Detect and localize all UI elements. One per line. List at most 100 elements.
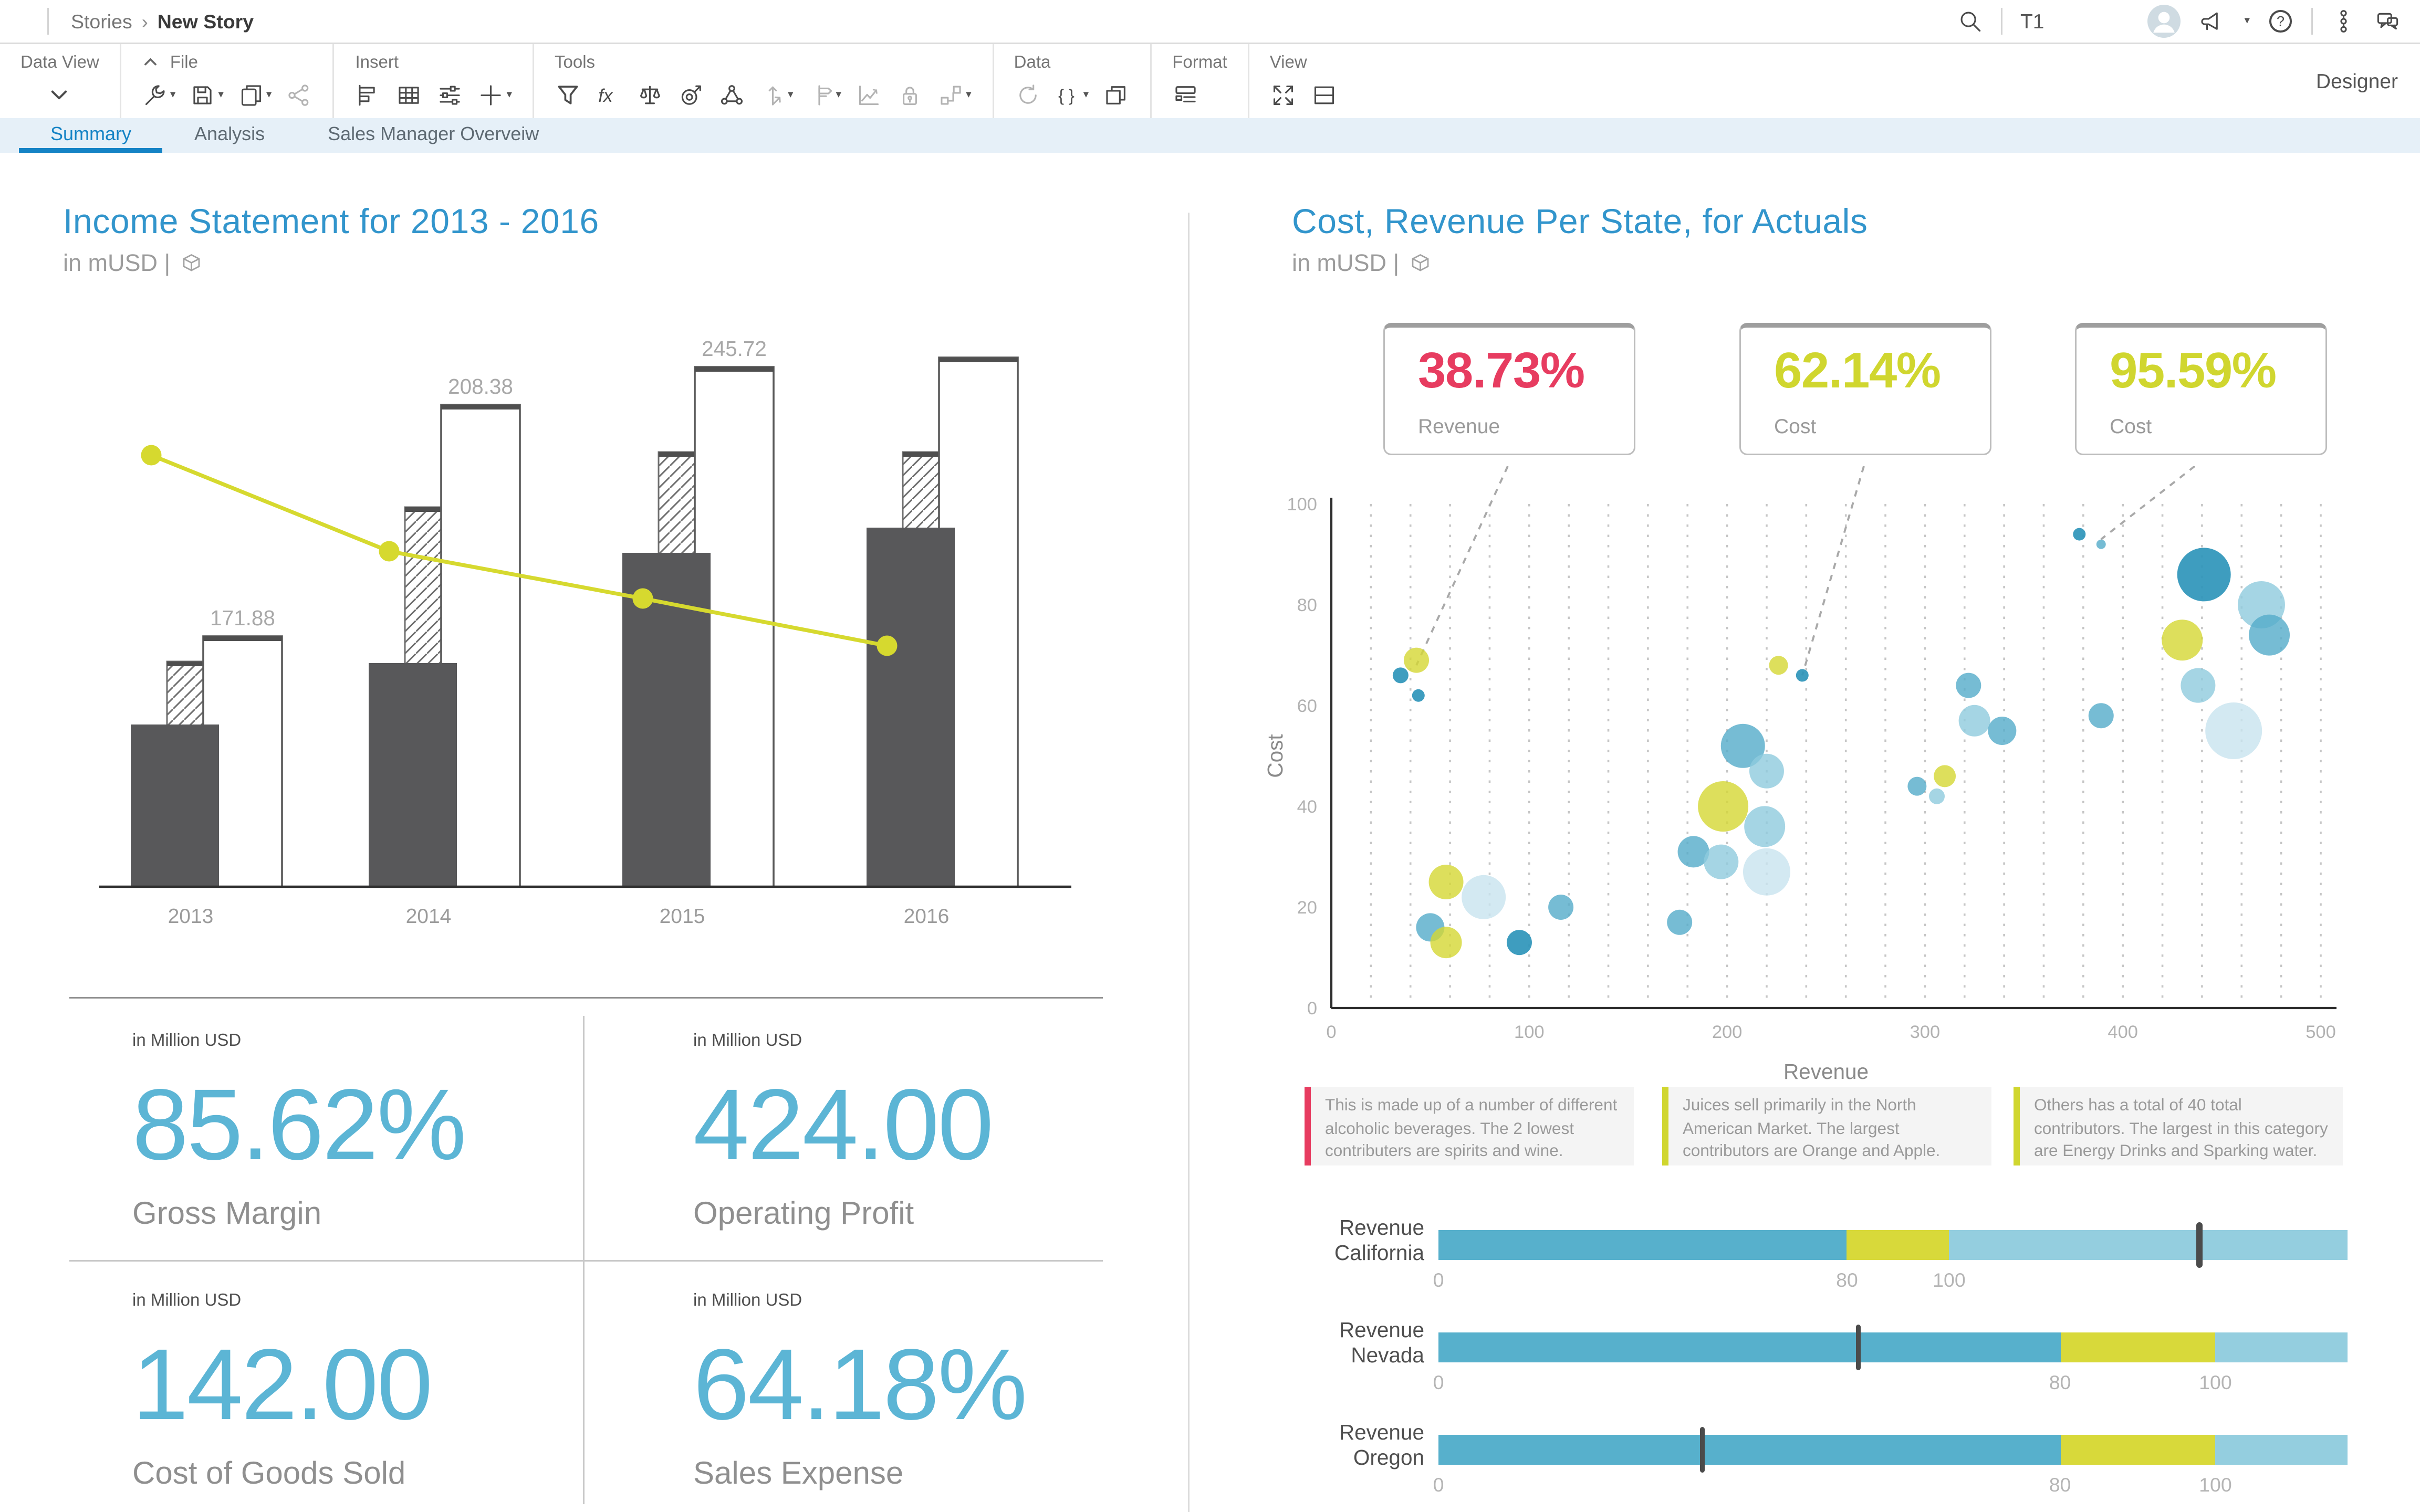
formula-icon[interactable]: fx (596, 81, 622, 108)
trend-line-marker (632, 588, 653, 609)
bubble[interactable] (1934, 765, 1956, 788)
x-axis-label: 2015 (660, 905, 705, 928)
income-statement-chart[interactable]: 171.88 2013 208.38 2014 245.72 2015 2016 (63, 323, 1103, 953)
bubble[interactable] (1988, 717, 2017, 745)
bubble[interactable] (2096, 539, 2106, 549)
bubble[interactable] (1667, 909, 1693, 935)
bubble[interactable] (1704, 844, 1739, 879)
bubble[interactable] (1744, 806, 1786, 847)
bubble[interactable] (1769, 656, 1788, 675)
x-tick-label: 500 (2306, 1022, 2336, 1042)
bubble[interactable] (2162, 620, 2203, 661)
wrench-icon[interactable]: ▾ (142, 81, 175, 108)
scales-icon[interactable] (637, 81, 663, 108)
announcement-icon[interactable] (2198, 8, 2225, 35)
annotation-card-2[interactable]: Juices sell primarily in the North Ameri… (1662, 1087, 1991, 1166)
bubble[interactable] (1430, 927, 1462, 959)
bullet-bar-oregon[interactable]: 0 80 100 (1433, 1427, 2348, 1496)
bullet-bar-california[interactable]: 0 80 100 (1433, 1222, 2348, 1292)
copy-icon[interactable]: ▾ (238, 81, 272, 108)
bubble[interactable] (1428, 865, 1464, 899)
avatar[interactable] (2148, 5, 2182, 38)
hierarchy-icon[interactable] (718, 81, 745, 108)
signpost-icon[interactable]: ▾ (808, 81, 841, 108)
tab-analysis[interactable]: Analysis (194, 122, 265, 144)
bubble[interactable] (1907, 776, 1927, 796)
bubble[interactable] (1958, 705, 1990, 737)
bubble[interactable] (1404, 647, 1430, 673)
callout-card-2[interactable]: 62.14% Cost (1739, 323, 1991, 455)
designer-mode-label[interactable]: Designer (2315, 69, 2398, 93)
tab-sales-manager-overveiw[interactable]: Sales Manager Overveiw (328, 122, 539, 144)
bullet-tick-label: 80 (2049, 1372, 2071, 1394)
bubble[interactable] (2177, 548, 2231, 602)
table-icon[interactable] (396, 81, 423, 108)
bubble[interactable] (1462, 875, 1506, 919)
svg-text:?: ? (2277, 14, 2285, 29)
kpi-tile-gross-margin[interactable]: in Million USD 85.62% Gross Margin (132, 1032, 573, 1233)
sliders-icon[interactable] (437, 81, 464, 108)
cost-revenue-bubble-chart[interactable]: 0 20 40 60 80 100 0 100 200 300 400 500 Revenue Cost (1260, 466, 2363, 1093)
annotation-card-3[interactable]: Others has a total of 40 total contribut… (2014, 1087, 2343, 1166)
axes-icon[interactable]: ▾ (759, 81, 794, 108)
kpi-tile-cost-of-goods-sold[interactable]: in Million USD 142.00 Cost of Goods Sold (132, 1292, 573, 1493)
discussion-icon[interactable] (2374, 8, 2401, 35)
refresh-icon[interactable] (1014, 81, 1041, 108)
y-tick-label: 0 (1307, 999, 1317, 1018)
links-icon[interactable] (2330, 8, 2357, 35)
bubble[interactable] (1956, 673, 1981, 698)
share-icon[interactable] (286, 81, 312, 108)
search-icon[interactable] (1957, 8, 1984, 35)
target-icon[interactable] (677, 81, 704, 108)
caret-icon: ▾ (266, 89, 272, 100)
plus-icon[interactable]: ▾ (478, 81, 512, 108)
bubble[interactable] (1929, 788, 1945, 804)
save-icon[interactable]: ▾ (190, 81, 224, 108)
trend-icon[interactable] (856, 81, 882, 108)
caret-icon: ▾ (788, 89, 794, 100)
x-tick-label: 400 (2108, 1022, 2138, 1042)
lock-icon[interactable] (896, 81, 923, 108)
annotation-card-1[interactable]: This is made up of a number of different… (1305, 1087, 1634, 1166)
bubble[interactable] (1677, 836, 1709, 868)
subtitle-text: in mUSD | (63, 250, 171, 277)
bubble[interactable] (1506, 930, 1532, 956)
filter-icon[interactable] (555, 81, 581, 108)
bullet-bar-nevada[interactable]: 0 80 100 (1433, 1325, 2348, 1394)
kpi-tile-operating-profit[interactable]: in Million USD 424.00 Operating Profit (693, 1032, 1134, 1233)
y-tick-label: 80 (1297, 595, 1317, 615)
bullet-tick-label: 80 (2049, 1474, 2071, 1496)
breadcrumb-separator-icon: › (141, 10, 148, 33)
flow-icon[interactable]: ▾ (937, 81, 972, 108)
duplicate-icon[interactable] (1103, 81, 1130, 108)
bubble[interactable] (2249, 614, 2290, 656)
expand-icon[interactable] (1270, 81, 1297, 108)
help-icon[interactable]: ? (2267, 8, 2294, 35)
bubble[interactable] (2205, 702, 2262, 759)
bubble[interactable] (1698, 781, 1749, 832)
bubble[interactable] (1548, 895, 1574, 920)
bubble[interactable] (2088, 703, 2114, 729)
bubble[interactable] (2181, 668, 2216, 703)
bubble[interactable] (1412, 689, 1425, 702)
bubble[interactable] (1749, 753, 1784, 789)
breadcrumb-stories[interactable]: Stories (71, 10, 132, 33)
bullet-tick-label: 100 (1933, 1269, 1966, 1292)
braces-icon[interactable]: { } ▾ (1055, 81, 1089, 108)
collapse-toolbar-icon[interactable] (142, 54, 159, 71)
callout-card-3[interactable]: 95.59% Cost (2075, 323, 2327, 455)
bullet-segment (1949, 1230, 2348, 1260)
bullet-segment (1438, 1230, 1847, 1260)
bubble[interactable] (1720, 723, 1765, 768)
bubble[interactable] (1743, 848, 1790, 896)
kpi-tile-sales-expense[interactable]: in Million USD 64.18% Sales Expense (693, 1292, 1134, 1493)
bubble[interactable] (1796, 669, 1809, 682)
tab-summary[interactable]: Summary (19, 118, 163, 153)
bubble[interactable] (2073, 528, 2086, 541)
bubble[interactable] (1392, 667, 1409, 684)
callout-card-1[interactable]: 38.73% Revenue (1383, 323, 1635, 455)
layout-icon[interactable] (1172, 81, 1199, 108)
split-icon[interactable] (1311, 81, 1338, 108)
chart-icon[interactable] (355, 81, 382, 108)
chevron-down-icon[interactable] (46, 81, 73, 108)
